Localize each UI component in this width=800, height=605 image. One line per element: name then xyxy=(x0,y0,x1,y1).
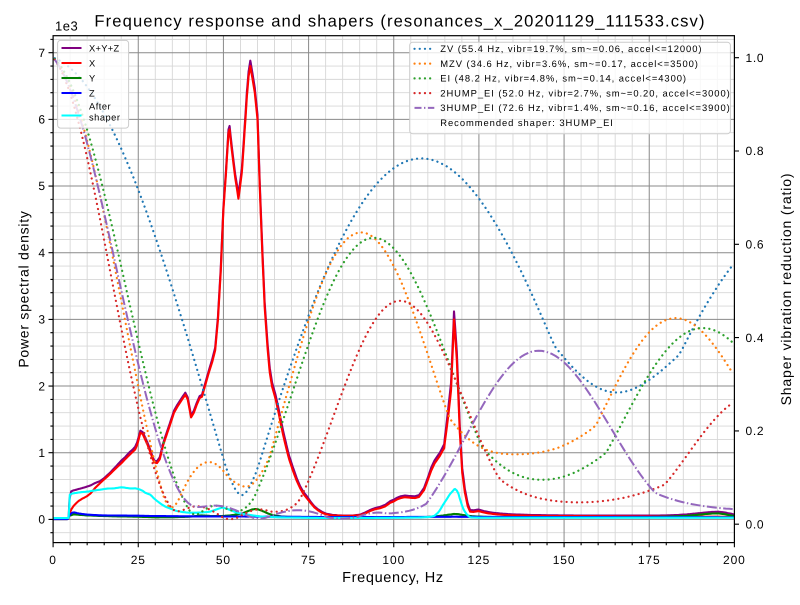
svg-text:X+Y+Z: X+Y+Z xyxy=(89,43,119,53)
svg-text:5: 5 xyxy=(38,179,46,193)
svg-text:50: 50 xyxy=(216,553,231,567)
svg-text:EI (48.2 Hz, vibr=4.8%, sm~=0.: EI (48.2 Hz, vibr=4.8%, sm~=0.14, accel<… xyxy=(440,73,687,84)
svg-text:0.0: 0.0 xyxy=(746,517,765,531)
svg-text:100: 100 xyxy=(382,553,405,567)
svg-text:X: X xyxy=(89,58,96,68)
svg-text:0.2: 0.2 xyxy=(746,424,765,438)
svg-text:3HUMP_EI (72.6 Hz, vibr=1.4%,: 3HUMP_EI (72.6 Hz, vibr=1.4%, sm~=0.16, … xyxy=(440,102,730,113)
svg-text:1.0: 1.0 xyxy=(746,51,765,65)
svg-text:0: 0 xyxy=(38,513,46,527)
svg-text:0.8: 0.8 xyxy=(746,144,765,158)
svg-text:Shaper vibration reduction (ra: Shaper vibration reduction (ratio) xyxy=(778,173,794,406)
svg-text:150: 150 xyxy=(553,553,576,567)
svg-text:175: 175 xyxy=(638,553,661,567)
svg-text:0.4: 0.4 xyxy=(746,331,765,345)
svg-text:MZV (34.6 Hz, vibr=3.6%, sm~=0: MZV (34.6 Hz, vibr=3.6%, sm~=0.17, accel… xyxy=(440,58,699,69)
svg-text:Frequency, Hz: Frequency, Hz xyxy=(342,570,444,586)
svg-text:1: 1 xyxy=(38,446,46,460)
svg-text:2: 2 xyxy=(38,379,46,393)
svg-text:After: After xyxy=(89,101,111,111)
svg-text:3: 3 xyxy=(38,313,46,327)
svg-text:Power spectral density: Power spectral density xyxy=(16,210,32,367)
svg-text:shaper: shaper xyxy=(89,112,120,122)
svg-text:6: 6 xyxy=(38,113,46,127)
svg-text:2HUMP_EI (52.0 Hz, vibr=2.7%,: 2HUMP_EI (52.0 Hz, vibr=2.7%, sm~=0.20, … xyxy=(440,87,730,98)
svg-text:0.6: 0.6 xyxy=(746,238,765,252)
svg-text:4: 4 xyxy=(38,246,46,260)
svg-text:200: 200 xyxy=(723,553,746,567)
svg-text:125: 125 xyxy=(468,553,491,567)
svg-text:ZV (55.4 Hz, vibr=19.7%, sm~=0: ZV (55.4 Hz, vibr=19.7%, sm~=0.06, accel… xyxy=(440,43,702,54)
svg-text:7: 7 xyxy=(38,46,46,60)
svg-text:Recommended shaper: 3HUMP_EI: Recommended shaper: 3HUMP_EI xyxy=(440,117,614,128)
svg-text:0: 0 xyxy=(49,553,57,567)
svg-text:1e3: 1e3 xyxy=(55,19,78,34)
svg-text:25: 25 xyxy=(131,553,146,567)
svg-text:Frequency response and shapers: Frequency response and shapers (resonanc… xyxy=(94,12,705,31)
svg-text:Y: Y xyxy=(89,73,96,83)
svg-text:75: 75 xyxy=(301,553,316,567)
svg-text:Z: Z xyxy=(89,88,95,98)
